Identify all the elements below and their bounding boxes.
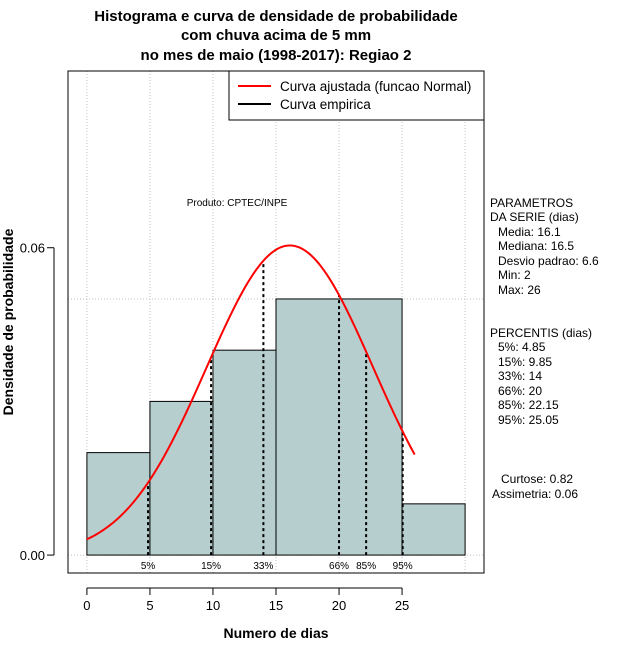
histogram-bar [401, 503, 466, 556]
histogram-bar [149, 400, 214, 556]
percentis-line: 15%: 9.85 [498, 355, 552, 369]
curtose-text: Curtose: 0.82 [501, 472, 573, 486]
y-tick-label: 0.06 [20, 241, 45, 256]
histogram-bar [212, 349, 277, 556]
x-tick-label: 5 [146, 598, 153, 613]
title-line-1: Histograma e curva de densidade de proba… [94, 8, 457, 25]
percentis-line: 85%: 22.15 [498, 398, 559, 412]
percentis-line: 66%: 20 [498, 384, 542, 398]
percentile-label: 33% [253, 561, 273, 572]
percentis-line: 33%: 14 [498, 369, 542, 383]
product-annotation: Produto: CPTEC/INPE [187, 198, 288, 209]
percentile-label: 66% [329, 561, 349, 572]
x-tick-label: 10 [206, 598, 220, 613]
percentile-label: 85% [356, 561, 376, 572]
statistics-panel: PARAMETROS DA SERIE (dias) Media: 16.1 M… [490, 196, 599, 501]
assimetria-text: Assimetria: 0.06 [492, 487, 578, 501]
x-axis-title: Numero de dias [223, 625, 328, 641]
parametros-line: DA SERIE (dias) [490, 210, 579, 224]
x-tick-label: 15 [269, 598, 283, 613]
legend-label-empirical: Curva empirica [280, 97, 371, 112]
x-tick-label: 0 [83, 598, 90, 613]
fitted-curve [86, 244, 416, 541]
percentile-label: 15% [201, 561, 221, 572]
x-tick-label: 25 [395, 598, 409, 613]
histogram-bars [86, 298, 466, 556]
percentis-line: PERCENTIS (dias) [490, 326, 592, 340]
percentis-line: 95%: 25.05 [498, 413, 559, 427]
parametros-line: PARAMETROS [490, 196, 573, 210]
parametros-line: Max: 26 [498, 283, 541, 297]
legend-label-fitted: Curva ajustada (funcao Normal) [280, 79, 471, 94]
histogram-bar [86, 452, 151, 556]
fitted-normal-curve [86, 244, 416, 541]
title-line-3: no mes de maio (1998-2017): Regiao 2 [141, 47, 412, 64]
parametros-line: Desvio padrao: 6.6 [498, 254, 599, 268]
title-line-2: com chuva acima de 5 mm [181, 27, 371, 44]
parametros-line: Media: 16.1 [498, 225, 561, 239]
y-tick-label: 0.00 [20, 548, 45, 563]
parametros-line: Mediana: 16.5 [498, 239, 574, 253]
percentile-label: 95% [393, 561, 413, 572]
parametros-line: Min: 2 [498, 268, 531, 282]
legend-box [228, 70, 485, 121]
axes: 0 5 10 15 20 25 0.00 0.06 [20, 241, 410, 613]
percentile-lines [147, 260, 404, 556]
percentis-line: 5%: 4.85 [498, 340, 546, 354]
x-tick-label: 20 [332, 598, 346, 613]
percentile-labels: 5% 15% 33% 66% 85% 95% [141, 561, 413, 572]
legend: Curva ajustada (funcao Normal) Curva emp… [228, 70, 485, 121]
percentile-label: 5% [141, 561, 156, 572]
y-axis-title: Densidade de probabilidade [0, 228, 16, 415]
chart-title: Histograma e curva de densidade de proba… [94, 8, 457, 64]
